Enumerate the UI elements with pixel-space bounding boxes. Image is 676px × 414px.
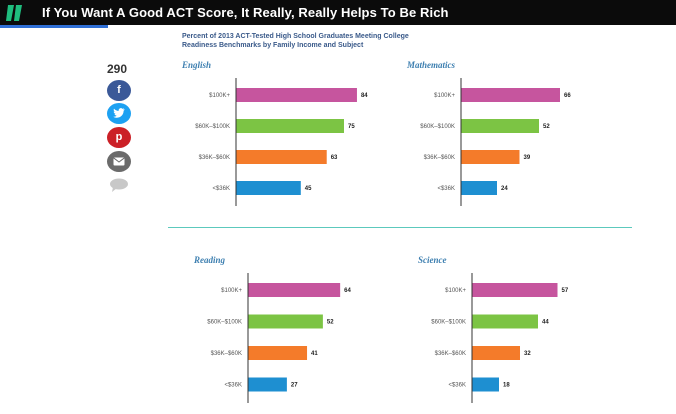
bar — [248, 377, 287, 392]
value-label: 32 — [524, 351, 531, 357]
category-label: $36K–$60K — [199, 155, 230, 161]
section-divider — [168, 227, 632, 228]
category-label: $36K–$60K — [424, 155, 455, 161]
email-icon — [113, 157, 125, 166]
bar — [248, 346, 308, 360]
value-label: 18 — [503, 383, 510, 389]
figure-title-line-1: Percent of 2013 ACT-Tested High School G… — [182, 33, 409, 40]
value-label: 66 — [564, 93, 571, 99]
category-label: <$36K — [448, 383, 466, 389]
site-logo-icon[interactable] — [6, 4, 24, 22]
category-label: <$36K — [212, 186, 230, 192]
bar — [236, 181, 301, 195]
comment-icon[interactable] — [109, 178, 129, 192]
bar — [248, 283, 341, 297]
bar-chart: $100K+ 84 $60K–$100K 75 $36K–$60K 63 <$36K 45 — [195, 78, 368, 206]
category-label: $60K–$100K — [195, 124, 230, 130]
chart-panel-english: English $100K+ 84 $60K–$100K 75 $36K–$60K 63 <… — [180, 58, 390, 208]
facebook-icon: f — [117, 84, 121, 96]
category-label: $100K+ — [445, 288, 466, 294]
value-label: 52 — [327, 320, 334, 326]
category-label: $36K–$60K — [211, 351, 242, 357]
chart-panel-reading: Reading $100K+ 64 $60K–$100K 52 $36K–$60K 41 <… — [192, 253, 402, 408]
chart-panel-science: Science $100K+ 57 $60K–$100K 44 $36K–$60K 32 <… — [416, 253, 631, 408]
bar — [236, 88, 357, 102]
bar — [461, 181, 497, 195]
bar — [236, 150, 327, 164]
twitter-icon — [113, 108, 125, 118]
bar-chart: $100K+ 64 $60K–$100K 52 $36K–$60K 41 <$36K 27 — [207, 273, 351, 403]
accent-underline — [0, 25, 108, 28]
bar — [472, 377, 499, 392]
category-label: $36K–$60K — [435, 351, 466, 357]
bar — [461, 150, 520, 164]
bar — [472, 283, 558, 297]
value-label: 52 — [543, 124, 550, 130]
value-label: 75 — [348, 124, 355, 130]
twitter-share-button[interactable] — [107, 103, 131, 124]
top-bar: If You Want A Good ACT Score, It Really,… — [0, 0, 676, 25]
chart-title: Science — [418, 255, 447, 265]
category-label: <$36K — [437, 186, 455, 192]
bar — [236, 119, 344, 133]
category-label: $100K+ — [221, 288, 242, 294]
bar — [461, 119, 539, 133]
facebook-share-button[interactable]: f — [107, 80, 131, 101]
article-title: If You Want A Good ACT Score, It Really,… — [42, 5, 449, 20]
email-share-button[interactable] — [107, 151, 131, 172]
category-label: $100K+ — [434, 93, 455, 99]
chart-title: Mathematics — [407, 60, 456, 70]
figure-title: Percent of 2013 ACT-Tested High School G… — [182, 32, 502, 50]
share-count: 290 — [107, 62, 128, 76]
category-label: $60K–$100K — [431, 320, 466, 326]
value-label: 44 — [542, 320, 549, 326]
bar — [472, 346, 520, 360]
pinterest-icon: p — [115, 131, 123, 143]
value-label: 64 — [344, 288, 351, 294]
value-label: 84 — [361, 93, 368, 99]
chart-title: Reading — [194, 255, 226, 265]
bar — [461, 88, 560, 102]
value-label: 63 — [331, 155, 338, 161]
value-label: 57 — [562, 288, 569, 294]
value-label: 39 — [524, 155, 531, 161]
value-label: 27 — [291, 383, 298, 389]
value-label: 24 — [501, 186, 508, 192]
value-label: 45 — [305, 186, 312, 192]
chart-title: English — [182, 60, 212, 70]
category-label: $60K–$100K — [420, 124, 455, 130]
category-label: $60K–$100K — [207, 320, 242, 326]
chart-panel-mathematics: Mathematics $100K+ 66 $60K–$100K 52 $36K–$60… — [405, 58, 620, 208]
value-label: 41 — [311, 351, 318, 357]
category-label: $100K+ — [209, 93, 230, 99]
pinterest-share-button[interactable]: p — [107, 127, 131, 148]
figure-title-line-2: Readiness Benchmarks by Family Income an… — [182, 42, 364, 49]
bar — [472, 314, 538, 329]
bar — [248, 314, 323, 329]
category-label: <$36K — [224, 383, 242, 389]
bar-chart: $100K+ 57 $60K–$100K 44 $36K–$60K 32 <$36K 18 — [431, 273, 569, 403]
bar-chart: $100K+ 66 $60K–$100K 52 $36K–$60K 39 <$36K 24 — [420, 78, 571, 206]
